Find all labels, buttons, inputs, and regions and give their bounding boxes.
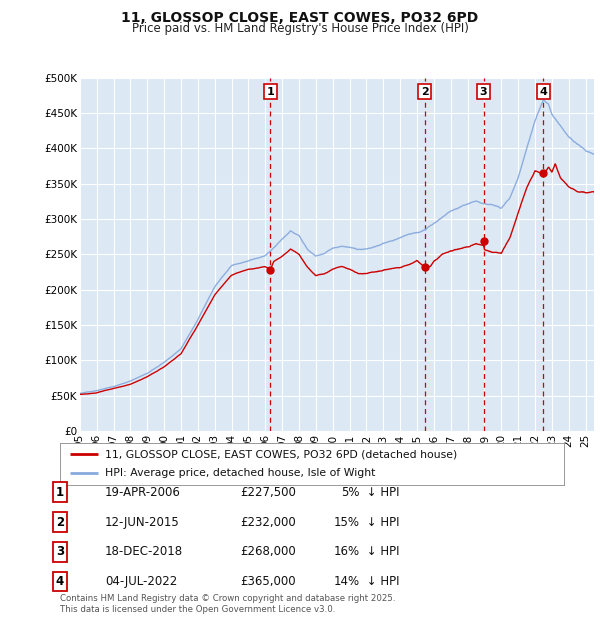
Text: ↓ HPI: ↓ HPI [363,575,400,588]
Text: 2: 2 [421,87,428,97]
Text: 11, GLOSSOP CLOSE, EAST COWES, PO32 6PD: 11, GLOSSOP CLOSE, EAST COWES, PO32 6PD [121,11,479,25]
Text: £232,000: £232,000 [240,516,296,528]
Text: 04-JUL-2022: 04-JUL-2022 [105,575,177,588]
Text: 3: 3 [56,546,64,558]
Text: 4: 4 [56,575,64,588]
Text: £268,000: £268,000 [240,546,296,558]
Text: 12-JUN-2015: 12-JUN-2015 [105,516,180,528]
Text: 15%: 15% [334,516,360,528]
Text: 18-DEC-2018: 18-DEC-2018 [105,546,183,558]
Text: Contains HM Land Registry data © Crown copyright and database right 2025.
This d: Contains HM Land Registry data © Crown c… [60,595,395,614]
Text: 5%: 5% [341,486,360,498]
Text: 4: 4 [539,87,547,97]
Text: 3: 3 [480,87,487,97]
Text: 14%: 14% [334,575,360,588]
Text: 1: 1 [266,87,274,97]
Text: 11, GLOSSOP CLOSE, EAST COWES, PO32 6PD (detached house): 11, GLOSSOP CLOSE, EAST COWES, PO32 6PD … [106,449,458,459]
Text: 19-APR-2006: 19-APR-2006 [105,486,181,498]
Text: Price paid vs. HM Land Registry's House Price Index (HPI): Price paid vs. HM Land Registry's House … [131,22,469,35]
Text: 16%: 16% [334,546,360,558]
Text: £227,500: £227,500 [240,486,296,498]
Text: ↓ HPI: ↓ HPI [363,516,400,528]
Text: ↓ HPI: ↓ HPI [363,486,400,498]
Text: ↓ HPI: ↓ HPI [363,546,400,558]
Text: 2: 2 [56,516,64,528]
Text: HPI: Average price, detached house, Isle of Wight: HPI: Average price, detached house, Isle… [106,469,376,479]
Text: 1: 1 [56,486,64,498]
Text: £365,000: £365,000 [240,575,296,588]
